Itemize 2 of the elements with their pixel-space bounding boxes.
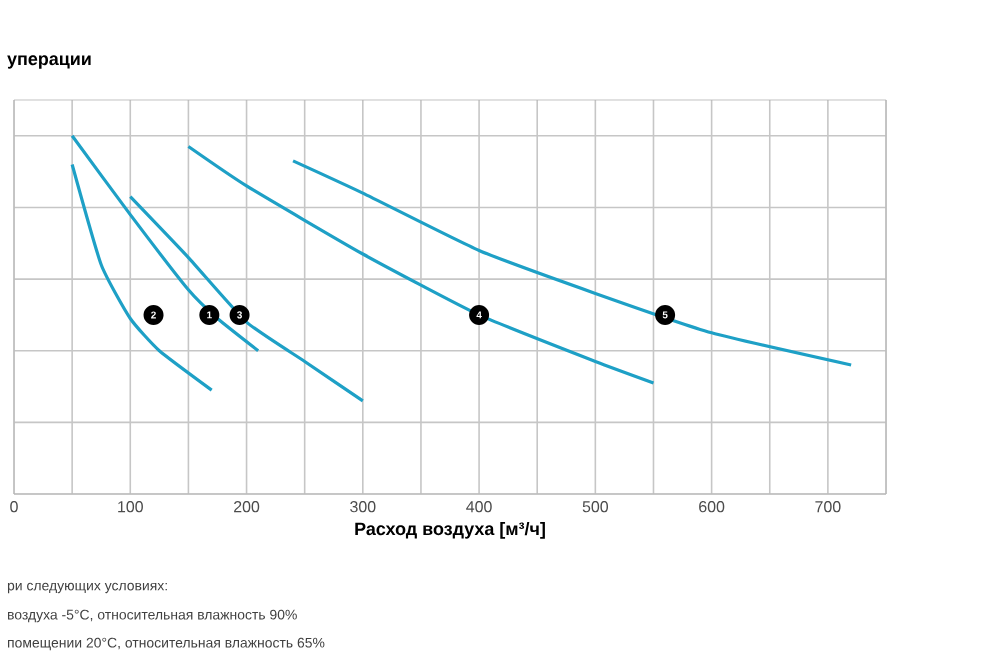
x-axis-title: Расход воздуха [м³/ч] — [355, 522, 545, 539]
chart-title: уперации — [7, 55, 91, 69]
